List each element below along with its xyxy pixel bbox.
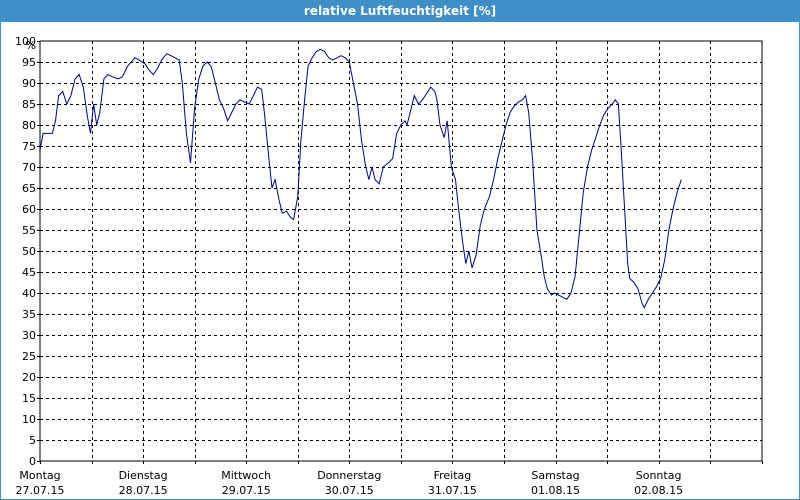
y-tick-label: 85 <box>22 98 36 111</box>
y-tick-label: 95 <box>22 56 36 69</box>
x-tick-label-day: Montag <box>19 469 60 482</box>
x-tick-label-day: Dienstag <box>119 469 168 482</box>
y-tick-label: 10 <box>22 413 36 426</box>
y-tick-label: 20 <box>22 371 36 384</box>
y-tick-label: 5 <box>29 434 36 447</box>
x-tick-label-date: 02.08.15 <box>634 484 683 497</box>
y-tick-label: 60 <box>22 203 36 216</box>
humidity-series-line <box>39 48 682 309</box>
y-tick-label: 30 <box>22 329 36 342</box>
y-tick-label: 40 <box>22 287 36 300</box>
x-tick-label-date: 01.08.15 <box>531 484 580 497</box>
x-tick-label-day: Samstag <box>531 469 579 482</box>
y-tick-label: 90 <box>22 77 36 90</box>
y-tick-label: 65 <box>22 182 36 195</box>
grid-lines <box>40 41 762 461</box>
x-tick-label-day: Freitag <box>434 469 472 482</box>
x-tick-label-day: Mittwoch <box>221 469 271 482</box>
y-tick-label: 80 <box>22 119 36 132</box>
y-tick-label: 25 <box>22 350 36 363</box>
y-tick-label: 100 <box>15 35 36 48</box>
y-tick-label: 70 <box>22 161 36 174</box>
y-tick-label: 0 <box>29 455 36 468</box>
y-axis-ticks: 0 5 10 15 20 25 30 35 40 45 50 55 60 65 70 75 80 85 90 95 10… <box>15 35 40 468</box>
x-tick-label-day: Sonntag <box>636 469 682 482</box>
y-tick-label: 75 <box>22 140 36 153</box>
y-axis-label: % <box>26 39 36 52</box>
x-tick-label-day: Donnerstag <box>317 469 381 482</box>
y-tick-label: 45 <box>22 266 36 279</box>
x-axis-ticks: Montag 27.07.15 Dienstag 28.07.15 Mittwoch 29… <box>16 461 763 497</box>
y-tick-label: 50 <box>22 245 36 258</box>
x-tick-label-date: 29.07.15 <box>222 484 271 497</box>
x-tick-label-date: 30.07.15 <box>325 484 374 497</box>
y-tick-label: 35 <box>22 308 36 321</box>
chart-title: relative Luftfeuchtigkeit [%] <box>1 1 799 22</box>
x-tick-label-date: 27.07.15 <box>16 484 65 497</box>
y-tick-label: 15 <box>22 392 36 405</box>
x-tick-label-date: 31.07.15 <box>428 484 477 497</box>
x-tick-label-date: 28.07.15 <box>119 484 168 497</box>
y-tick-label: 55 <box>22 224 36 237</box>
